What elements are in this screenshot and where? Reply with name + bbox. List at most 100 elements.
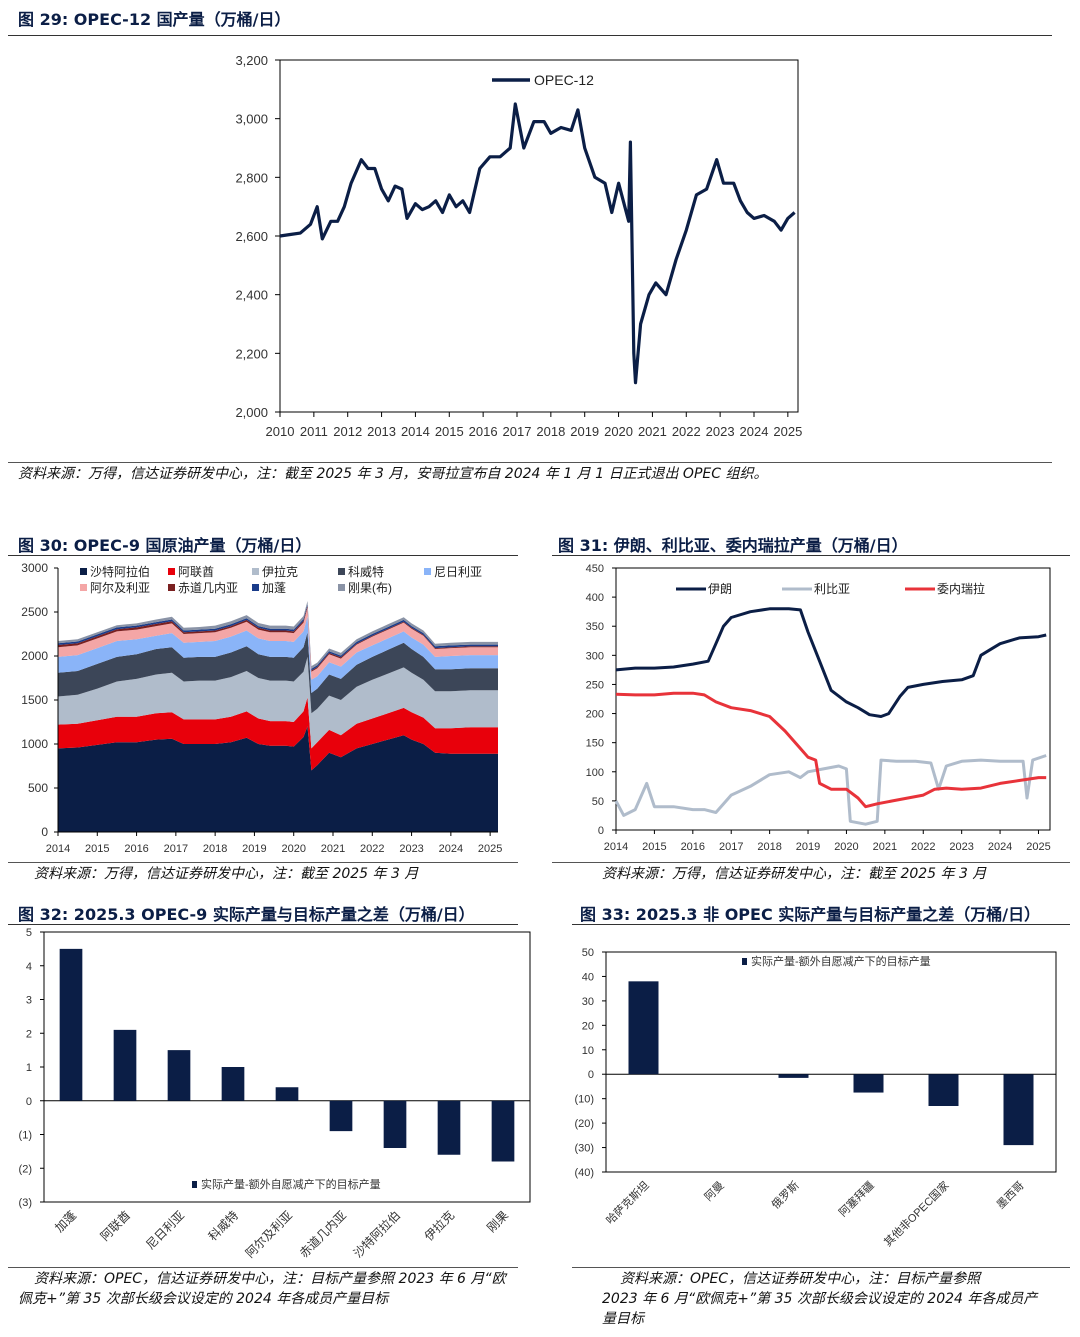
y-tick-label: 250 xyxy=(586,679,604,691)
x-tick-label: 2022 xyxy=(672,424,701,439)
fig31-title-rule xyxy=(552,555,1070,556)
y-tick-label: 350 xyxy=(586,621,604,633)
legend-swatch xyxy=(192,1181,197,1188)
y-tick-label: 3000 xyxy=(21,561,48,575)
x-category-label: 尼日利亚 xyxy=(143,1208,187,1252)
y-tick-label: 50 xyxy=(592,796,604,808)
fig33-chart: (40) (30) (20) (10) 0 10 20 30 40 50 哈萨克斯坦 阿曼 俄罗斯 阿塞拜… xyxy=(574,947,1057,1249)
x-tick-label: 2016 xyxy=(469,424,498,439)
x-tick-label: 2021 xyxy=(321,843,345,855)
x-tick-label: 2025 xyxy=(773,424,802,439)
x-tick-label: 2018 xyxy=(536,424,565,439)
x-tick-label: 2024 xyxy=(439,843,463,855)
legend-label: 阿尔及利亚 xyxy=(90,580,150,595)
legend-swatch xyxy=(252,584,259,591)
series-line-1 xyxy=(614,754,1047,826)
legend-label: 利比亚 xyxy=(814,582,850,596)
x-category-label: 墨西哥 xyxy=(994,1179,1027,1212)
fig29-chart: 2,000 2,200 2,400 2,600 2,800 3,000 3,200 2010 2… xyxy=(235,53,802,439)
legend-label: 沙特阿拉伯 xyxy=(90,564,150,579)
x-tick-label: 2014 xyxy=(401,424,430,439)
fig29-title-rule xyxy=(8,35,1052,36)
legend-label: 赤道几内亚 xyxy=(178,581,238,595)
fig33-title: 图 33: 2025.3 非 OPEC 实际产量与目标产量之差（万桶/日） xyxy=(580,905,1041,924)
bar xyxy=(1003,1074,1034,1146)
bar xyxy=(437,1100,461,1155)
x-tick-label: 2024 xyxy=(740,424,769,439)
series-line-opec12 xyxy=(279,102,796,385)
fig29-source: 资料来源：万得，信达证券研发中心，注：截至 2025 年 3 月，安哥拉宣布自 … xyxy=(18,466,768,482)
bar xyxy=(329,1100,353,1132)
y-tick-label: (10) xyxy=(574,1094,594,1106)
area-series-5 xyxy=(58,607,498,680)
y-tick-label: 100 xyxy=(586,767,604,779)
x-tick-label: 2014 xyxy=(46,843,70,855)
bar xyxy=(491,1100,515,1162)
x-tick-label: 2021 xyxy=(873,841,897,853)
x-tick-label: 2012 xyxy=(333,424,362,439)
x-tick-label: 2025 xyxy=(478,843,502,855)
plot-frame xyxy=(615,567,1051,831)
bar xyxy=(383,1100,407,1148)
legend-label: 实际产量-额外自愿减产下的目标产量 xyxy=(201,1177,381,1191)
series-line-0 xyxy=(615,607,1047,718)
area-series-1 xyxy=(58,697,498,771)
fig31-chart: 0 50 100 150 200 250 300 350 400 450 2014 2015 2016 2… xyxy=(586,563,1051,853)
bar xyxy=(275,1087,299,1101)
legend-label: 委内瑞拉 xyxy=(937,581,985,596)
plot-frame xyxy=(279,59,799,413)
y-tick-label: 2,800 xyxy=(235,170,268,185)
bar xyxy=(113,1029,137,1101)
fig33-source-line2: 2023 年 6 月“欧佩克+”第 35 次部长级会议设定的 2024 年各成员… xyxy=(602,1291,1038,1307)
fig30-source: 资料来源：万得，信达证券研发中心，注：截至 2025 年 3 月 xyxy=(34,866,419,882)
fig33-source-rule xyxy=(572,1267,1070,1268)
x-tick-label: 2020 xyxy=(834,841,858,853)
y-tick-label: 200 xyxy=(586,709,604,721)
fig30-title: 图 30: OPEC-9 国原油产量（万桶/日） xyxy=(18,536,312,555)
fig33-title-rule xyxy=(572,924,1070,925)
fig30-chart: 0 500 1000 1500 2000 2500 3000 2014 2015 2016 2017… xyxy=(21,561,502,855)
fig31-source: 资料来源：万得，信达证券研发中心，注：截至 2025 年 3 月 xyxy=(602,866,987,882)
y-tick-label: 2 xyxy=(26,1028,32,1040)
x-tick-label: 2017 xyxy=(719,841,743,853)
legend-label: OPEC-12 xyxy=(534,72,594,88)
y-tick-label: 2500 xyxy=(21,605,48,619)
area-series-8 xyxy=(58,601,498,669)
legend-label: 实际产量-额外自愿减产下的目标产量 xyxy=(751,954,931,968)
fig29-source-rule xyxy=(8,462,1052,463)
x-tick-label: 2024 xyxy=(988,841,1012,853)
x-tick-label: 2019 xyxy=(796,841,820,853)
y-tick-label: 400 xyxy=(586,592,604,604)
legend-swatch xyxy=(742,958,747,965)
fig32-source-line2: 佩克+”第 35 次部长级会议设定的 2024 年各成员产量目标 xyxy=(18,1291,389,1307)
x-category-label: 其他非OPEC国家 xyxy=(881,1178,952,1249)
legend-label: 阿联酋 xyxy=(178,564,214,579)
y-tick-label: 4 xyxy=(26,961,32,973)
y-tick-label: (1) xyxy=(19,1130,32,1142)
bar xyxy=(778,1074,809,1078)
x-category-label: 刚果 xyxy=(484,1208,511,1235)
x-tick-label: 2017 xyxy=(503,424,532,439)
x-tick-label: 2013 xyxy=(367,424,396,439)
y-tick-label: 2,200 xyxy=(235,346,268,361)
y-tick-label: 3 xyxy=(26,995,32,1007)
x-tick-label: 2022 xyxy=(360,843,384,855)
legend-swatch xyxy=(424,568,431,575)
y-tick-label: 450 xyxy=(586,563,604,575)
x-tick-label: 2010 xyxy=(266,424,295,439)
fig32-title-rule xyxy=(8,924,518,925)
x-tick-label: 2020 xyxy=(281,843,305,855)
bar xyxy=(221,1067,245,1101)
area-series-7 xyxy=(58,604,498,671)
fig30-source-rule xyxy=(8,862,518,863)
x-category-label: 科威特 xyxy=(205,1208,241,1244)
y-tick-label: 10 xyxy=(582,1045,594,1057)
y-tick-label: 500 xyxy=(28,781,48,795)
x-tick-label: 2017 xyxy=(164,843,188,855)
x-tick-label: 2023 xyxy=(706,424,735,439)
x-category-label: 俄罗斯 xyxy=(769,1179,802,1212)
y-tick-label: 2,400 xyxy=(235,288,268,303)
x-tick-label: 2020 xyxy=(604,424,633,439)
y-tick-label: 3,200 xyxy=(235,53,268,68)
bar xyxy=(628,981,659,1075)
